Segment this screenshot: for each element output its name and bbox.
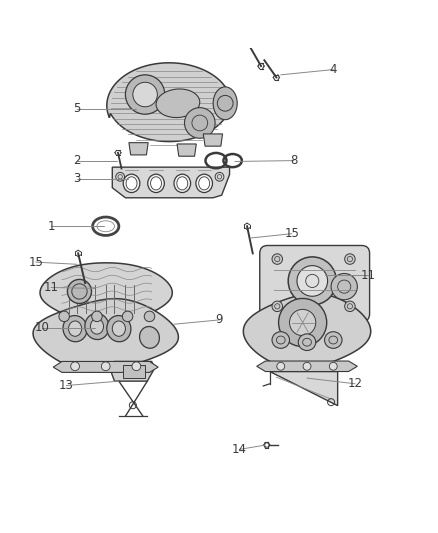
Circle shape xyxy=(133,82,157,107)
Polygon shape xyxy=(123,365,145,378)
Text: 4: 4 xyxy=(329,63,336,76)
Text: 11: 11 xyxy=(43,281,58,294)
Text: 1: 1 xyxy=(47,220,55,233)
Ellipse shape xyxy=(68,321,81,336)
Ellipse shape xyxy=(177,177,187,190)
Circle shape xyxy=(132,362,141,370)
Polygon shape xyxy=(203,134,222,146)
Text: 11: 11 xyxy=(360,269,375,282)
Circle shape xyxy=(296,265,327,296)
Polygon shape xyxy=(243,294,370,369)
Circle shape xyxy=(272,301,282,312)
Ellipse shape xyxy=(139,327,159,348)
Circle shape xyxy=(272,254,282,264)
Text: 15: 15 xyxy=(28,256,43,269)
Polygon shape xyxy=(106,63,231,142)
Circle shape xyxy=(184,108,215,138)
Circle shape xyxy=(144,311,154,321)
Circle shape xyxy=(330,273,357,300)
Text: 9: 9 xyxy=(215,313,223,326)
Ellipse shape xyxy=(148,174,164,192)
Ellipse shape xyxy=(272,332,289,349)
Polygon shape xyxy=(112,167,229,198)
Polygon shape xyxy=(111,361,154,381)
Ellipse shape xyxy=(150,177,161,190)
Text: 13: 13 xyxy=(59,379,74,392)
Ellipse shape xyxy=(85,313,109,340)
Ellipse shape xyxy=(90,319,103,334)
Polygon shape xyxy=(269,372,337,406)
Ellipse shape xyxy=(106,316,131,342)
Circle shape xyxy=(328,362,336,370)
Ellipse shape xyxy=(123,174,140,192)
Circle shape xyxy=(344,301,354,312)
Ellipse shape xyxy=(126,177,137,190)
Circle shape xyxy=(122,311,133,321)
Polygon shape xyxy=(40,263,172,326)
Circle shape xyxy=(276,362,284,370)
Polygon shape xyxy=(129,143,148,155)
FancyBboxPatch shape xyxy=(259,246,369,321)
Text: 10: 10 xyxy=(35,321,49,334)
Circle shape xyxy=(59,311,69,321)
Circle shape xyxy=(278,298,326,346)
Circle shape xyxy=(288,257,336,305)
Ellipse shape xyxy=(156,89,199,118)
Text: 2: 2 xyxy=(73,154,81,167)
Ellipse shape xyxy=(67,279,91,303)
Text: 8: 8 xyxy=(290,154,297,167)
Circle shape xyxy=(289,309,315,336)
Circle shape xyxy=(92,311,102,321)
Text: 12: 12 xyxy=(347,377,362,390)
Text: 14: 14 xyxy=(231,443,246,456)
Ellipse shape xyxy=(112,321,125,336)
Text: 5: 5 xyxy=(74,102,81,116)
Ellipse shape xyxy=(198,177,209,190)
Ellipse shape xyxy=(63,316,87,342)
Circle shape xyxy=(302,362,310,370)
Circle shape xyxy=(125,75,164,114)
Text: 15: 15 xyxy=(284,227,298,240)
Polygon shape xyxy=(256,361,357,372)
Ellipse shape xyxy=(195,174,212,192)
Ellipse shape xyxy=(213,87,237,120)
Ellipse shape xyxy=(297,334,315,351)
Circle shape xyxy=(344,254,354,264)
Polygon shape xyxy=(177,144,196,156)
Text: 3: 3 xyxy=(74,173,81,185)
Polygon shape xyxy=(53,361,158,373)
Circle shape xyxy=(71,362,79,370)
Polygon shape xyxy=(33,298,178,372)
Ellipse shape xyxy=(173,174,190,192)
Ellipse shape xyxy=(324,332,341,349)
Circle shape xyxy=(101,362,110,370)
